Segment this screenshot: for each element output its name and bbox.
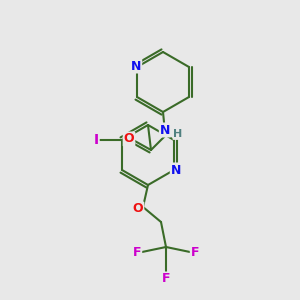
- Text: N: N: [131, 59, 141, 73]
- Text: N: N: [171, 164, 181, 176]
- Text: H: H: [173, 129, 183, 139]
- Text: N: N: [160, 124, 170, 136]
- Text: O: O: [124, 133, 134, 146]
- Text: F: F: [133, 245, 141, 259]
- Text: F: F: [191, 245, 199, 259]
- Text: F: F: [162, 272, 170, 286]
- Text: I: I: [94, 133, 99, 147]
- Text: O: O: [133, 202, 143, 215]
